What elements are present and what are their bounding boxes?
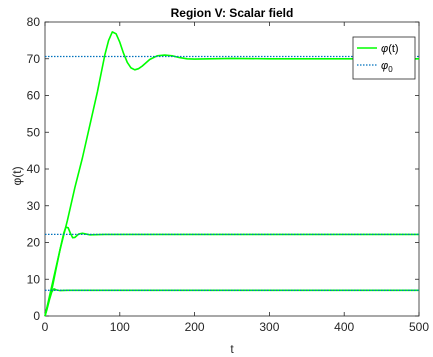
x-tick-label: 0: [42, 320, 49, 334]
y-tick-label: 20: [27, 236, 41, 250]
phi-t-line-0: [44, 31, 419, 317]
x-tick-label: 500: [409, 320, 429, 334]
y-tick-label: 0: [33, 309, 40, 323]
legend-box: [352, 36, 416, 80]
y-tick-label: 70: [27, 52, 41, 66]
x-tick-label: 200: [185, 320, 205, 334]
y-axis-label: φ(t): [10, 166, 24, 185]
y-tick-label: 50: [27, 125, 41, 139]
y-tick-label: 80: [27, 15, 41, 29]
phi-t-line-2: [44, 287, 419, 317]
y-tick-label: 30: [27, 199, 41, 213]
legend: φ(t) φ0: [352, 36, 416, 80]
x-tick-label: 400: [334, 320, 354, 334]
y-tick-label: 60: [27, 89, 41, 103]
y-tick-label: 40: [27, 162, 41, 176]
x-tick-label: 100: [110, 320, 130, 334]
chart-title: Region V: Scalar field: [171, 6, 294, 20]
y-tick-label: 10: [27, 272, 41, 286]
legend-label-phi0: φ0: [381, 60, 393, 74]
legend-label-phi: φ(t): [381, 43, 399, 55]
x-axis-label: t: [230, 342, 234, 356]
phi-t-line-1: [44, 226, 419, 317]
x-tick-label: 300: [259, 320, 279, 334]
